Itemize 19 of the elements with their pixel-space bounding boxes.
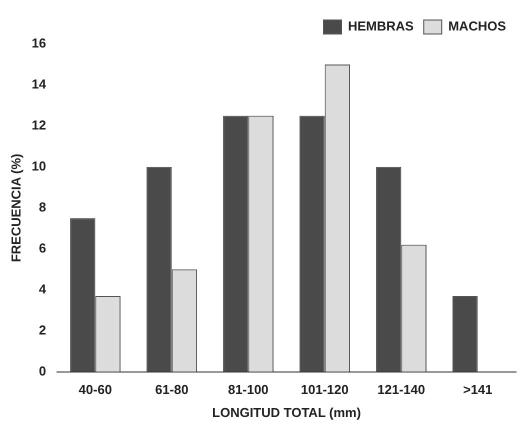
legend-label: MACHOS	[448, 18, 506, 34]
x-tick-label: >141	[463, 382, 492, 398]
y-tick-label: 16	[32, 36, 46, 51]
y-tick-label: 2	[38, 322, 46, 338]
y-tick-label: 10	[32, 158, 46, 174]
x-tick-label: 121-140	[377, 382, 426, 398]
legend-label: HEMBRAS	[348, 18, 414, 34]
x-axis-title: LONGITUD TOTAL (mm)	[212, 404, 361, 420]
y-tick-label: 14	[32, 76, 47, 92]
y-tick-label: 4	[38, 281, 47, 296]
y-tick-label: 6	[38, 240, 46, 256]
y-axis-title: FRECUENCIA (%)	[8, 154, 24, 262]
x-tick-label: 61-80	[155, 382, 188, 398]
x-tick-label: 101-120	[300, 382, 349, 398]
x-tick-label: 81-100	[228, 382, 269, 398]
y-tick-label: 8	[38, 199, 46, 214]
x-tick-label: 40-60	[78, 382, 112, 398]
y-tick-label: 0	[38, 363, 46, 378]
y-tick-label: 12	[32, 118, 46, 133]
